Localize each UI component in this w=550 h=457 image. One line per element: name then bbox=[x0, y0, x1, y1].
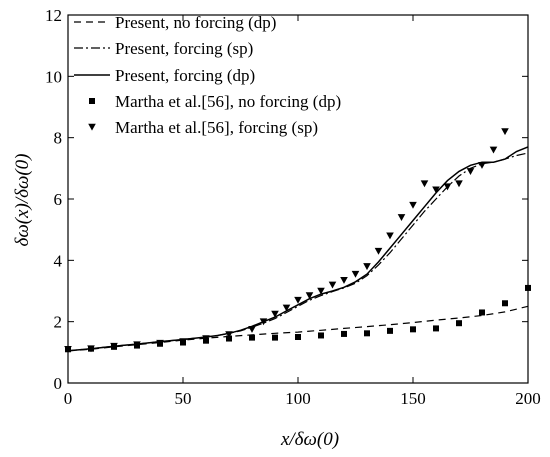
x-tick-label: 200 bbox=[515, 389, 541, 408]
triangle-marker bbox=[248, 326, 256, 333]
triangle-marker bbox=[386, 232, 394, 240]
legend-label: Present, forcing (dp) bbox=[115, 66, 255, 85]
x-tick-label: 100 bbox=[285, 389, 311, 408]
triangle-marker bbox=[420, 180, 429, 188]
y-tick-label: 8 bbox=[54, 129, 63, 148]
y-tick-label: 4 bbox=[54, 251, 63, 270]
square-marker bbox=[226, 335, 232, 342]
square-marker bbox=[272, 334, 278, 341]
triangle-marker bbox=[443, 183, 452, 191]
triangle-marker bbox=[64, 345, 72, 353]
x-tick-label: 150 bbox=[400, 389, 426, 408]
triangle-marker bbox=[432, 186, 440, 194]
triangle-marker bbox=[478, 161, 486, 169]
square-marker bbox=[318, 332, 324, 339]
legend-item: Martha et al.[56], no forcing (dp) bbox=[89, 92, 341, 111]
square-marker bbox=[479, 309, 485, 316]
triangle-marker bbox=[374, 247, 383, 255]
legend-marker bbox=[88, 123, 96, 131]
y-tick-label: 6 bbox=[54, 190, 63, 209]
triangle-marker bbox=[363, 263, 371, 271]
series-5 bbox=[64, 128, 509, 353]
square-marker bbox=[410, 326, 416, 333]
legend-item: Present, forcing (sp) bbox=[74, 39, 253, 58]
triangle-marker bbox=[156, 339, 164, 347]
legend-label: Present, no forcing (dp) bbox=[115, 13, 276, 32]
x-axis-label: x/δω(0) bbox=[280, 429, 339, 450]
legend-marker bbox=[89, 98, 95, 104]
y-tick-label: 12 bbox=[45, 6, 62, 25]
triangle-marker bbox=[282, 304, 291, 312]
triangle-marker bbox=[259, 318, 268, 326]
triangle-marker bbox=[202, 335, 210, 343]
y-tick-label: 0 bbox=[54, 374, 63, 393]
triangle-marker bbox=[179, 338, 187, 346]
square-marker bbox=[502, 300, 508, 307]
legend-item: Present, no forcing (dp) bbox=[74, 13, 276, 32]
ticks-layer: 0 50 100 150 200 0 2 4 6 8 10 12 bbox=[45, 6, 541, 408]
square-marker bbox=[387, 327, 393, 334]
square-marker bbox=[433, 325, 439, 332]
triangle-marker bbox=[271, 310, 279, 318]
series-layer bbox=[64, 128, 531, 353]
square-marker bbox=[364, 330, 370, 337]
square-marker bbox=[249, 334, 255, 341]
triangle-marker bbox=[455, 180, 463, 188]
triangle-marker bbox=[409, 201, 417, 209]
square-marker bbox=[456, 320, 462, 327]
legend-label: Martha et al.[56], forcing (sp) bbox=[115, 118, 318, 137]
triangle-marker bbox=[225, 331, 233, 339]
triangle-marker bbox=[110, 342, 118, 350]
triangle-marker bbox=[501, 128, 509, 136]
triangle-marker bbox=[328, 281, 337, 289]
triangle-marker bbox=[351, 270, 360, 278]
legend-label: Present, forcing (sp) bbox=[115, 39, 253, 58]
triangle-marker bbox=[87, 345, 95, 353]
series-line bbox=[67, 146, 529, 352]
y-axis-label: δω(x)/δω(0) bbox=[12, 153, 33, 246]
legend-item: Martha et al.[56], forcing (sp) bbox=[88, 118, 318, 137]
legend: Present, no forcing (dp) Present, forcing… bbox=[74, 13, 341, 137]
square-marker bbox=[341, 330, 347, 337]
triangle-marker bbox=[133, 341, 141, 349]
y-tick-label: 2 bbox=[54, 313, 63, 332]
triangle-marker bbox=[340, 276, 348, 284]
square-marker bbox=[295, 334, 301, 340]
y-tick-label: 10 bbox=[45, 67, 62, 86]
triangle-marker bbox=[305, 292, 314, 300]
square-marker bbox=[525, 284, 531, 291]
triangle-marker bbox=[489, 146, 498, 154]
triangle-marker bbox=[466, 168, 475, 175]
triangle-marker bbox=[317, 287, 325, 295]
legend-item: Present, forcing (dp) bbox=[74, 66, 255, 85]
x-tick-label: 50 bbox=[175, 389, 192, 408]
x-tick-label: 0 bbox=[64, 389, 73, 408]
series-3 bbox=[67, 146, 529, 352]
triangle-marker bbox=[294, 296, 302, 304]
triangle-marker bbox=[397, 214, 406, 221]
legend-label: Martha et al.[56], no forcing (dp) bbox=[115, 92, 341, 111]
